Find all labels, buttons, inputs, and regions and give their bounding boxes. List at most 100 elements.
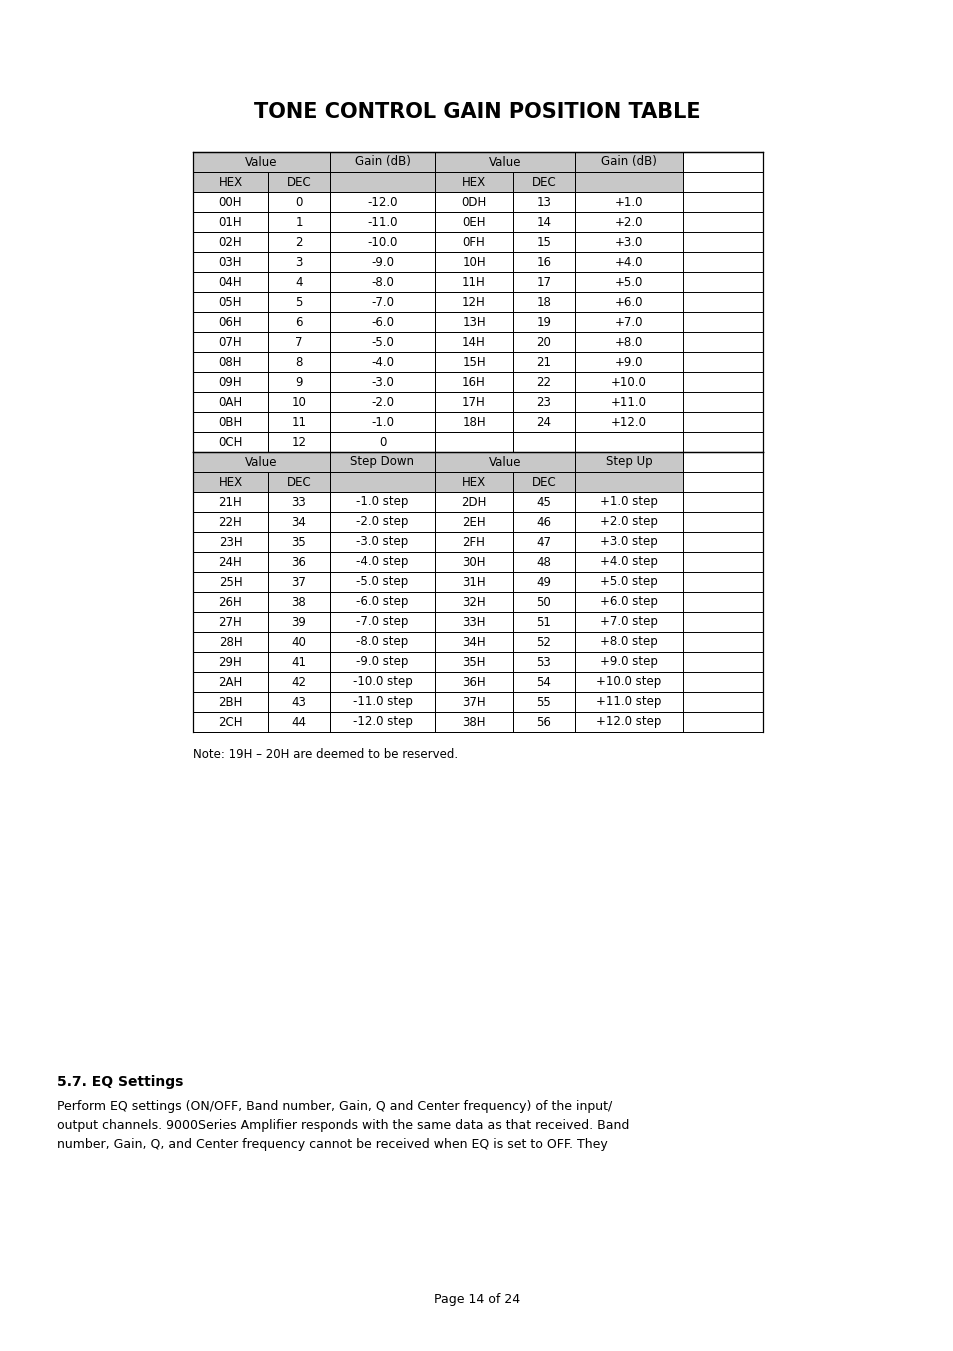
Bar	[575, 212, 682, 232]
Text: 3: 3	[295, 255, 302, 269]
Text: -3.0: -3.0	[371, 376, 394, 389]
Text: -11.0 step: -11.0 step	[353, 696, 412, 708]
Bar	[435, 272, 513, 292]
Bar	[330, 692, 435, 712]
Bar	[435, 532, 513, 553]
Text: 28H: 28H	[218, 635, 242, 648]
Text: -2.0: -2.0	[371, 396, 394, 408]
Text: +9.0: +9.0	[614, 355, 642, 369]
Bar	[575, 632, 682, 653]
Bar	[330, 553, 435, 571]
Text: 05H: 05H	[218, 296, 242, 308]
Bar	[513, 653, 575, 671]
Bar	[330, 192, 435, 212]
Text: -5.0: -5.0	[371, 335, 394, 349]
Text: +3.0 step: +3.0 step	[599, 535, 658, 549]
Text: 37: 37	[292, 576, 306, 589]
Text: 06H: 06H	[218, 316, 242, 328]
Bar	[513, 232, 575, 253]
Text: -9.0: -9.0	[371, 255, 394, 269]
Bar	[575, 592, 682, 612]
Bar	[268, 253, 330, 272]
Text: 38: 38	[292, 596, 306, 608]
Bar	[435, 192, 513, 212]
Text: 5.7. EQ Settings: 5.7. EQ Settings	[57, 1075, 183, 1089]
Text: 8: 8	[295, 355, 302, 369]
Text: +10.0: +10.0	[611, 376, 646, 389]
Bar	[330, 632, 435, 653]
Bar	[513, 312, 575, 332]
Text: -6.0 step: -6.0 step	[355, 596, 408, 608]
Text: Value: Value	[245, 155, 277, 169]
Text: 52: 52	[536, 635, 551, 648]
Text: +8.0 step: +8.0 step	[599, 635, 658, 648]
Text: -11.0: -11.0	[367, 216, 397, 228]
Text: TONE CONTROL GAIN POSITION TABLE: TONE CONTROL GAIN POSITION TABLE	[253, 101, 700, 122]
Text: +2.0 step: +2.0 step	[599, 516, 658, 528]
Bar	[435, 571, 513, 592]
Bar	[193, 212, 268, 232]
Bar	[575, 392, 682, 412]
Bar	[513, 192, 575, 212]
Text: +2.0: +2.0	[614, 216, 642, 228]
Text: 51: 51	[536, 616, 551, 628]
Bar	[193, 192, 268, 212]
Text: Page 14 of 24: Page 14 of 24	[434, 1293, 519, 1306]
Bar	[575, 153, 682, 172]
Text: +12.0: +12.0	[610, 416, 646, 428]
Bar	[193, 272, 268, 292]
Bar	[513, 612, 575, 632]
Text: 04H: 04H	[218, 276, 242, 289]
Bar	[575, 571, 682, 592]
Text: 17H: 17H	[461, 396, 485, 408]
Text: 10H: 10H	[461, 255, 485, 269]
Text: 39: 39	[292, 616, 306, 628]
Text: 41: 41	[292, 655, 306, 669]
Text: 43: 43	[292, 696, 306, 708]
Bar	[435, 692, 513, 712]
Bar	[513, 172, 575, 192]
Text: +3.0: +3.0	[614, 235, 642, 249]
Text: 24: 24	[536, 416, 551, 428]
Text: HEX: HEX	[218, 176, 242, 189]
Text: 13: 13	[536, 196, 551, 208]
Text: 2BH: 2BH	[218, 696, 242, 708]
Bar	[330, 592, 435, 612]
Bar	[435, 232, 513, 253]
Bar	[193, 471, 268, 492]
Text: 16H: 16H	[461, 376, 485, 389]
Text: Step Down: Step Down	[350, 455, 414, 469]
Bar	[193, 632, 268, 653]
Text: 22: 22	[536, 376, 551, 389]
Bar	[330, 712, 435, 732]
Text: 37H: 37H	[461, 696, 485, 708]
Text: Gain (dB): Gain (dB)	[600, 155, 657, 169]
Text: -7.0 step: -7.0 step	[355, 616, 408, 628]
Bar	[575, 372, 682, 392]
Bar	[268, 471, 330, 492]
Bar	[435, 471, 513, 492]
Bar	[330, 272, 435, 292]
Text: -5.0 step: -5.0 step	[356, 576, 408, 589]
Bar	[435, 653, 513, 671]
Bar	[330, 232, 435, 253]
Bar	[435, 592, 513, 612]
Bar	[193, 571, 268, 592]
Bar	[330, 653, 435, 671]
Text: output channels. 9000Series Amplifier responds with the same data as that receiv: output channels. 9000Series Amplifier re…	[57, 1119, 629, 1132]
Text: -4.0 step: -4.0 step	[355, 555, 408, 569]
Text: Note: 19H – 20H are deemed to be reserved.: Note: 19H – 20H are deemed to be reserve…	[193, 748, 457, 761]
Text: +4.0: +4.0	[614, 255, 642, 269]
Bar	[193, 612, 268, 632]
Bar	[268, 412, 330, 432]
Bar	[435, 612, 513, 632]
Text: 25H: 25H	[218, 576, 242, 589]
Bar	[330, 153, 435, 172]
Bar	[268, 512, 330, 532]
Text: 46: 46	[536, 516, 551, 528]
Bar	[268, 272, 330, 292]
Bar	[330, 612, 435, 632]
Text: DEC: DEC	[531, 476, 556, 489]
Text: +9.0 step: +9.0 step	[599, 655, 658, 669]
Bar	[268, 492, 330, 512]
